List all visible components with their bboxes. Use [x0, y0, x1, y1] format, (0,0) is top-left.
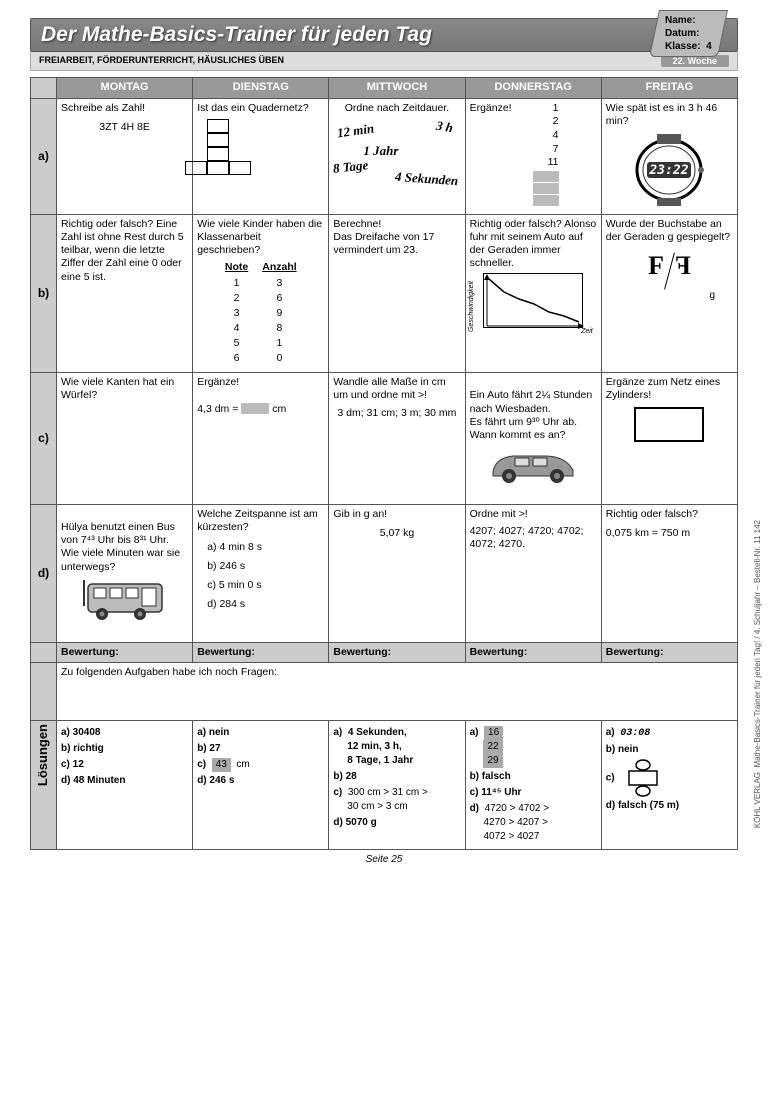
worksheet-header: Name: Datum: Klasse: 4 Der Mathe-Basics-…	[30, 18, 738, 71]
page-footer: Seite 25	[30, 854, 738, 865]
task-c-don: Ein Auto fährt 2¼ Stunden nach Wiesbaden…	[465, 373, 601, 505]
worksheet-table: MONTAG DIENSTAG MITTWOCH DONNERSTAG FREI…	[30, 77, 738, 850]
task-b-mit: Berechne! Das Dreifache von 17 verminder…	[329, 215, 465, 373]
date-label: Datum:	[665, 28, 699, 39]
fragen-row: Zu folgenden Aufgaben habe ich noch Frag…	[31, 662, 738, 720]
car-icon	[483, 444, 583, 486]
cylinder-net-icon	[623, 759, 663, 797]
bus-icon	[80, 576, 170, 624]
answers-die: a) nein b) 27 c) 43 cm d) 246 s	[193, 720, 329, 849]
day-header: MONTAG	[57, 78, 193, 99]
task-a-die: Ist das ein Quadernetz?	[193, 98, 329, 214]
task-b-fre: Wurde der Buch­stabe an der Geraden g ge…	[601, 215, 737, 373]
cube-net-icon	[207, 119, 251, 175]
day-header: DIENSTAG	[193, 78, 329, 99]
day-header: DONNERSTAG	[465, 78, 601, 99]
task-c-fre: Ergänze zum Netz eines Zylinders!	[601, 373, 737, 505]
task-c-die: Ergänze! 4,3 dm = cm	[193, 373, 329, 505]
subtitle-bar: FREIARBEIT, FÖRDERUNTERRICHT, HÄUSLICHES…	[30, 52, 738, 71]
page-title: Der Mathe-Basics-Trainer für jeden Tag	[41, 23, 727, 47]
task-d-fre: Richtig oder falsch? 0,075 km = 750 m	[601, 505, 737, 643]
task-d-mit: Gib in g an! 5,07 kg	[329, 505, 465, 643]
answers-mit: a) 4 Sekunden, 12 min, 3 h, 8 Tage, 1 Ja…	[329, 720, 465, 849]
row-label-c: c)	[31, 373, 57, 505]
subtitle: FREIARBEIT, FÖRDERUNTERRICHT, HÄUSLICHES…	[39, 55, 284, 67]
svg-text:23:22: 23:22	[649, 163, 689, 178]
speed-graph	[483, 273, 583, 328]
class-label: Klasse:	[665, 41, 701, 52]
task-d-don: Ordne mit >! 4207; 4027; 4720; 4702; 407…	[465, 505, 601, 643]
row-label-b: b)	[31, 215, 57, 373]
task-b-mon: Richtig oder falsch? Eine Zahl ist ohne …	[57, 215, 193, 373]
task-b-don: Richtig oder falsch? Alonso fuhr mit sei…	[465, 215, 601, 373]
answers-don: a) 16 22 29 b) falsch c) 11⁴⁵ Uhr d) 472…	[465, 720, 601, 849]
losungen-label: Lösungen	[31, 720, 57, 849]
title-bar: Der Mathe-Basics-Trainer für jeden Tag	[30, 18, 738, 52]
side-credit: KOHL VERLAG Mathe-Basics-Trainer für jed…	[753, 520, 762, 828]
bewertung-row: Bewertung: Bewertung: Bewertung: Bewertu…	[31, 642, 738, 662]
corner-cell	[31, 78, 57, 99]
grade-table: NoteAnzahl 13 26 39 48 51 60	[217, 259, 305, 367]
task-a-fre: Wie spät ist es in 3 h 46 min? 23:22	[601, 98, 737, 214]
day-header: MITTWOCH	[329, 78, 465, 99]
row-label-d: d)	[31, 505, 57, 643]
class-value: 4	[706, 41, 712, 52]
task-a-mon: Schreibe als Zahl! 3ZT 4H 8E	[57, 98, 193, 214]
task-b-die: Wie viele Kinder haben die Klassen­arbei…	[193, 215, 329, 373]
task-a-don: Ergänze! 1 2 4 7 11	[465, 98, 601, 214]
name-label: Name:	[665, 15, 696, 26]
losungen-row: Lösungen a) 30408 b) richtig c) 12 d) 48…	[31, 720, 738, 849]
blank-box	[241, 403, 269, 414]
day-header: FREITAG	[601, 78, 737, 99]
watch-icon: 23:22	[629, 132, 709, 207]
info-tab: Name: Datum: Klasse: 4	[649, 10, 728, 57]
task-a-mit: Ordne nach Zeitdauer. 12 min 3 h 1 Jahr …	[329, 98, 465, 214]
task-c-mit: Wandle alle Maße in cm um und ordne mit …	[329, 373, 465, 505]
cylinder-net-rect	[634, 407, 704, 442]
mirror-f-icon: F F g	[606, 250, 733, 303]
task-c-mon: Wie viele Kanten hat ein Würfel?	[57, 373, 193, 505]
task-d-die: Welche Zeitspanne ist am kürzesten? a) 4…	[193, 505, 329, 643]
row-label-a: a)	[31, 98, 57, 214]
answers-fre: a) 03:08 b) nein c) d) falsch (75 m)	[601, 720, 737, 849]
task-d-mon: Hülya benutzt einen Bus von 7⁴³ Uhr bis …	[57, 505, 193, 643]
answers-mon: a) 30408 b) richtig c) 12 d) 48 Minuten	[57, 720, 193, 849]
